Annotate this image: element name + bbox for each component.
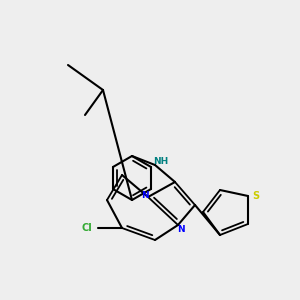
- Text: N: N: [177, 225, 185, 234]
- Text: S: S: [252, 191, 259, 201]
- Text: Cl: Cl: [81, 223, 92, 233]
- Text: N: N: [141, 191, 149, 200]
- Text: NH: NH: [153, 158, 169, 166]
